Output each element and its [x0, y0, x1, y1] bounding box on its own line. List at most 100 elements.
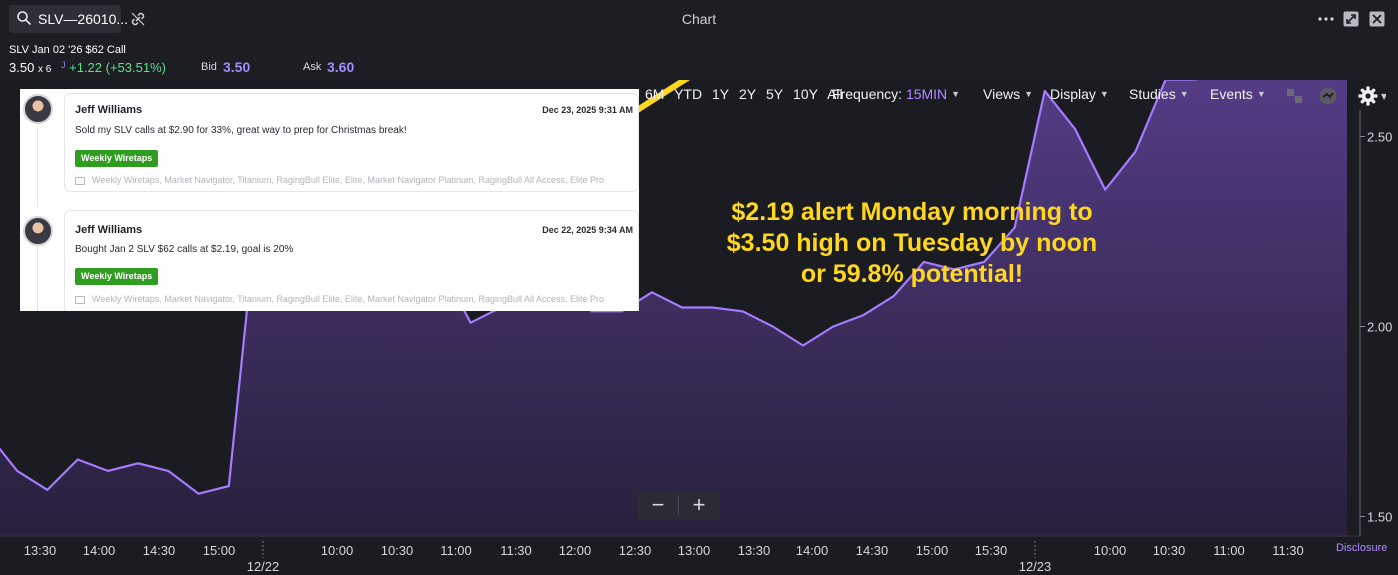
frequency-dropdown[interactable]: Frequency: 15MIN ▼ [832, 86, 960, 106]
y-tick-label: 2.00 [1367, 320, 1392, 335]
x-tick-label: 14:00 [83, 543, 116, 558]
events-menu[interactable]: Events ▼ [1210, 86, 1266, 102]
events-label: Events [1210, 86, 1253, 102]
avatar [23, 94, 53, 124]
x-tick-label: 10:00 [321, 543, 354, 558]
search-icon [17, 11, 31, 25]
alert-categories: Weekly Wiretaps, Market Navigator, Titan… [92, 294, 605, 304]
chevron-down-icon: ▼ [951, 89, 961, 99]
window-title: Chart [681, 11, 717, 27]
range-1y[interactable]: 1Y [711, 86, 730, 102]
x-tick-label: 14:30 [856, 543, 889, 558]
alert-author: Jeff Williams [75, 224, 143, 236]
more-options-icon[interactable] [1316, 10, 1336, 28]
ask-value: 3.60 [327, 59, 355, 75]
x-tick-label: 13:30 [24, 543, 57, 558]
window-titlebar: SLV—26010... Chart [0, 0, 1398, 38]
x-tick-label: 14:30 [143, 543, 176, 558]
frequency-value: 15MIN [905, 86, 948, 102]
range-all[interactable]: All [827, 86, 843, 102]
compare-icon[interactable] [1285, 86, 1305, 106]
alert-author: Jeff Williams [75, 104, 143, 116]
zoom-in-button[interactable]: + [692, 492, 706, 517]
contract-name: SLV Jan 02 '26 $62 Call [9, 44, 126, 56]
x-tick-label: 11:30 [1272, 543, 1304, 558]
x-tick-label: 10:00 [1094, 543, 1127, 558]
last-size: x 6 [37, 64, 52, 75]
views-menu[interactable]: Views ▼ [983, 86, 1033, 102]
display-menu[interactable]: Display ▼ [1050, 86, 1109, 102]
range-10y[interactable]: 10Y [793, 86, 818, 102]
alert-tag[interactable]: Weekly Wiretaps [75, 268, 159, 285]
series-line [0, 80, 1197, 495]
alert-message: Sold my SLV calls at $2.90 for 33%, grea… [75, 125, 407, 136]
disclosure-link[interactable]: Disclosure [1336, 542, 1388, 554]
annotation-line: $3.50 high on Tuesday by noon [726, 229, 1098, 257]
zoom-out-button[interactable]: − [651, 492, 665, 517]
chevron-down-icon: ▼ [1179, 89, 1189, 99]
frequency-label: Frequency: [832, 86, 903, 102]
x-tick-label: 10:30 [1153, 543, 1186, 558]
folder-icon [75, 296, 85, 304]
expand-icon[interactable] [1343, 11, 1359, 27]
x-tick-label: 15:30 [975, 543, 1008, 558]
x-tick-label: 13:00 [678, 543, 711, 558]
display-label: Display [1050, 86, 1096, 102]
chevron-down-icon: ▼ [1099, 89, 1109, 99]
last-price-value: 3.50 [9, 60, 35, 75]
x-tick-label: 13:30 [738, 543, 771, 558]
shield-icon[interactable] [1318, 86, 1338, 106]
studies-label: Studies [1129, 86, 1176, 102]
range-ytd[interactable]: YTD [674, 86, 703, 102]
studies-menu[interactable]: Studies ▼ [1129, 86, 1189, 102]
y-tick-label: 2.50 [1367, 130, 1392, 145]
alert-card[interactable]: Jeff Williams Dec 23, 2025 9:31 AM Sold … [64, 93, 639, 192]
alert-message: Bought Jan 2 SLV $62 calls at $2.19, goa… [75, 244, 294, 255]
unlink-icon[interactable] [129, 10, 147, 28]
bid-value: 3.50 [223, 59, 251, 75]
bid-label: Bid [201, 61, 217, 73]
zoom-divider [678, 495, 679, 516]
zoom-control: − + [638, 491, 720, 520]
range-2y[interactable]: 2Y [739, 86, 757, 102]
svg-text:▼: ▼ [1381, 92, 1386, 101]
y-tick-label: 1.50 [1367, 510, 1392, 525]
series-area [0, 80, 1347, 535]
alert-categories: Weekly Wiretaps, Market Navigator, Titan… [92, 175, 605, 185]
close-icon[interactable] [1369, 11, 1385, 27]
range-6m[interactable]: 6M [645, 86, 665, 102]
alert-card[interactable]: Jeff Williams Dec 22, 2025 9:34 AM Bough… [64, 210, 639, 311]
alert-tag[interactable]: Weekly Wiretaps [75, 150, 159, 167]
timeline-line [37, 247, 38, 311]
x-tick-label: 12:30 [619, 543, 652, 558]
annotation-line: $2.19 alert Monday morning to [731, 198, 1093, 226]
alert-date: Dec 22, 2025 9:34 AM [542, 225, 633, 235]
x-tick-label: 14:00 [796, 543, 829, 558]
price-change-value: +1.22 (+53.51%) [69, 60, 166, 75]
avatar [23, 216, 53, 246]
symbol-search-value: SLV—26010... [38, 11, 129, 27]
chevron-down-icon: ▼ [1256, 89, 1266, 99]
ask-label: Ask [303, 61, 322, 73]
quote-bar: SLV Jan 02 '26 $62 Call 3.50 x 6 J +1.22… [0, 38, 1398, 80]
range-5y[interactable]: 5Y [766, 86, 784, 102]
symbol-search-input[interactable]: SLV—26010... [9, 5, 128, 33]
views-label: Views [983, 86, 1021, 102]
uptick-icon: J [61, 60, 66, 70]
x-tick-label: 11:00 [440, 543, 472, 558]
alerts-panel: Jeff Williams Dec 23, 2025 9:31 AM Sold … [20, 89, 639, 311]
annotation-line: or 59.8% potential! [800, 260, 1024, 288]
chevron-down-icon: ▼ [1024, 89, 1034, 99]
date-label: 12/22 [247, 559, 280, 574]
alert-date: Dec 23, 2025 9:31 AM [542, 105, 633, 115]
folder-icon [75, 177, 85, 185]
x-tick-label: 12:00 [559, 543, 592, 558]
price-change: J +1.22 (+53.51%) [61, 60, 166, 75]
price-chart[interactable]: 1.502.002.503.003.5013:3014:0014:3015:00… [0, 80, 1398, 575]
timeline-line [37, 127, 38, 207]
x-tick-label: 11:30 [500, 543, 532, 558]
x-tick-label: 15:00 [916, 543, 949, 558]
x-tick-label: 11:00 [1213, 543, 1245, 558]
settings-gear-icon[interactable]: ▼ [1358, 86, 1386, 106]
x-tick-label: 10:30 [381, 543, 414, 558]
